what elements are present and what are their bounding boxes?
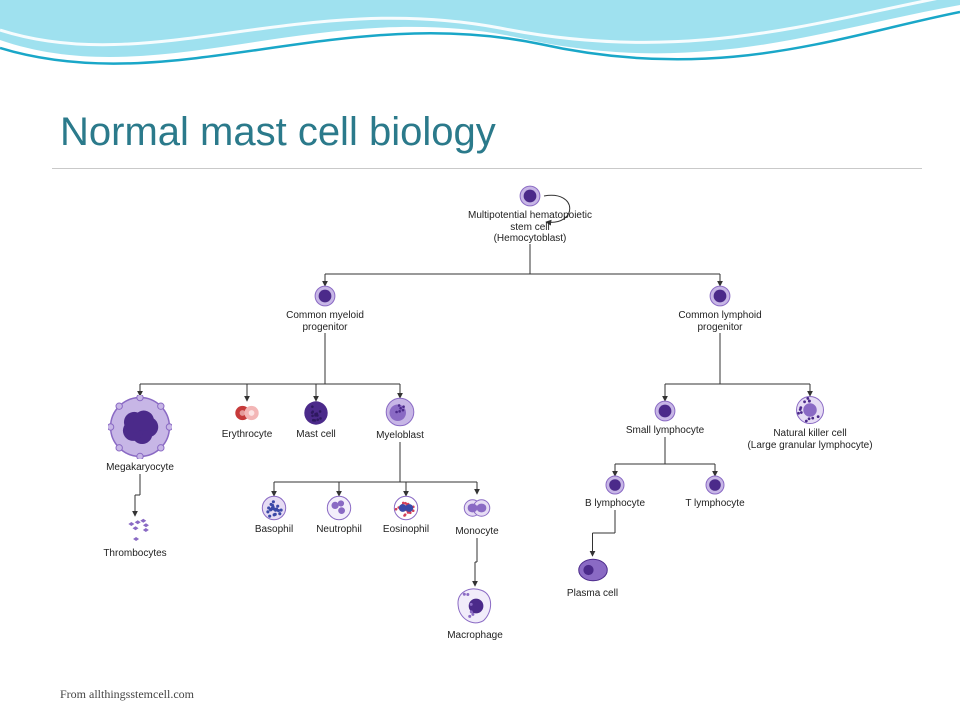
basophil-icon: [261, 495, 287, 521]
source-attribution: From allthingsstemcell.com: [60, 687, 194, 702]
page-title: Normal mast cell biology: [60, 110, 496, 155]
cell-basophil: Basophil: [245, 495, 303, 536]
monocyte-icon: [462, 493, 492, 523]
lymphoid-label: Common lymphoid progenitor: [660, 310, 780, 333]
thrombocytes-label: Thrombocytes: [90, 548, 180, 560]
plasma-label: Plasma cell: [550, 588, 635, 600]
plasma-icon: [578, 555, 608, 585]
blymph-icon: [605, 475, 625, 495]
mastcell-label: Mast cell: [286, 429, 346, 441]
hsc-icon: [519, 185, 541, 207]
lymphoid-icon: [709, 285, 731, 307]
monocyte-label: Monocyte: [442, 526, 512, 538]
eosinophil-icon: [393, 495, 419, 521]
nkcell-icon: [795, 395, 825, 425]
smalllymph-icon: [654, 400, 676, 422]
cell-thrombocytes: Thrombocytes: [90, 515, 180, 560]
cell-eosinophil: Eosinophil: [375, 495, 437, 536]
hsc-label: Multipotential hematopoietic stem cell (…: [460, 210, 600, 245]
tlymph-label: T lymphocyte: [670, 498, 760, 510]
blymph-label: B lymphocyte: [570, 498, 660, 510]
header-wave: [0, 0, 960, 120]
cell-macrophage: Macrophage: [430, 585, 520, 642]
myeloblast-icon: [385, 397, 415, 427]
myeloid-label: Common myeloid progenitor: [270, 310, 380, 333]
cell-monocyte: Monocyte: [442, 493, 512, 538]
erythrocyte-icon: [234, 400, 260, 426]
myeloblast-label: Myeloblast: [360, 430, 440, 442]
cell-myeloblast: Myeloblast: [360, 397, 440, 442]
cell-hsc: Multipotential hematopoietic stem cell (…: [460, 185, 600, 245]
nkcell-label: Natural killer cell (Large granular lymp…: [740, 428, 880, 451]
neutrophil-label: Neutrophil: [308, 524, 370, 536]
cell-blymph: B lymphocyte: [570, 475, 660, 510]
cell-nkcell: Natural killer cell (Large granular lymp…: [740, 395, 880, 451]
cell-tlymph: T lymphocyte: [670, 475, 760, 510]
cell-plasma: Plasma cell: [550, 555, 635, 600]
eosinophil-label: Eosinophil: [375, 524, 437, 536]
macrophage-icon: [454, 585, 496, 627]
megakaryocyte-icon: [108, 395, 172, 459]
mastcell-icon: [303, 400, 329, 426]
hematopoiesis-diagram: Multipotential hematopoietic stem cell (…: [80, 185, 880, 665]
neutrophil-icon: [326, 495, 352, 521]
cell-neutrophil: Neutrophil: [308, 495, 370, 536]
cell-mastcell: Mast cell: [286, 400, 346, 441]
cell-lymphoid: Common lymphoid progenitor: [660, 285, 780, 333]
myeloid-icon: [314, 285, 336, 307]
tlymph-icon: [705, 475, 725, 495]
cell-megakaryocyte: Megakaryocyte: [80, 395, 200, 474]
megakaryocyte-label: Megakaryocyte: [80, 462, 200, 474]
erythrocyte-label: Erythrocyte: [212, 429, 282, 441]
basophil-label: Basophil: [245, 524, 303, 536]
cell-erythrocyte: Erythrocyte: [212, 400, 282, 441]
cell-smalllymph: Small lymphocyte: [610, 400, 720, 437]
title-underline: [52, 168, 922, 169]
macrophage-label: Macrophage: [430, 630, 520, 642]
thrombocytes-icon: [120, 515, 150, 545]
cell-myeloid: Common myeloid progenitor: [270, 285, 380, 333]
smalllymph-label: Small lymphocyte: [610, 425, 720, 437]
